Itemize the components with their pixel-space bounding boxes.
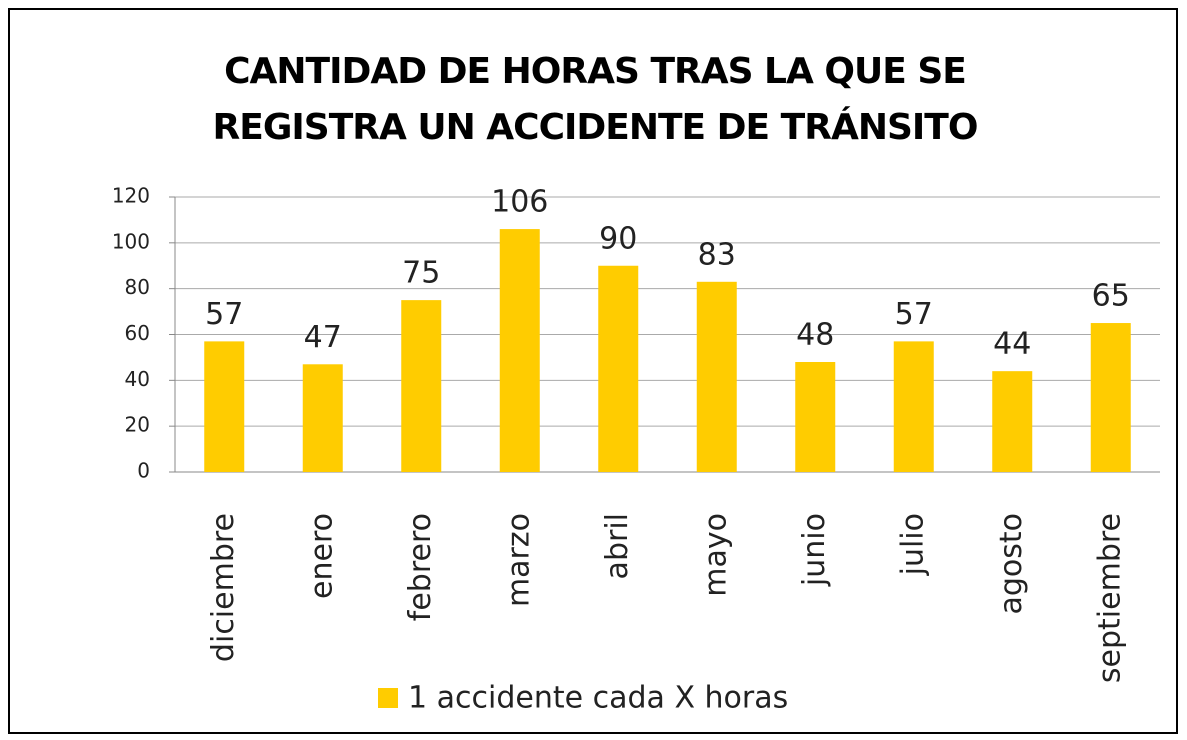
chart-title: CANTIDAD DE HORAS TRAS LA QUE SE REGISTR…	[212, 51, 979, 148]
bar	[1090, 323, 1131, 472]
bar	[795, 362, 836, 472]
x-tick-label: febrero	[403, 513, 438, 621]
bar	[499, 229, 540, 472]
y-tick-label: 0	[137, 459, 150, 483]
x-tick-label: diciembre	[206, 513, 241, 662]
bar	[893, 341, 934, 472]
x-tick-label: junio	[797, 513, 832, 587]
x-tick-label: agosto	[994, 513, 1029, 615]
bar	[696, 281, 737, 472]
y-tick-label: 40	[125, 367, 150, 391]
y-tick-label: 120	[112, 184, 150, 208]
x-tick-label: septiembre	[1092, 513, 1127, 683]
data-label: 48	[796, 318, 834, 353]
legend-swatch	[378, 688, 398, 708]
data-label: 75	[402, 256, 440, 291]
data-label: 47	[304, 320, 342, 355]
x-tick-label: mayo	[698, 513, 733, 597]
x-tick-label: enero	[304, 513, 339, 599]
y-tick-label: 100	[112, 229, 150, 253]
legend-label: 1 accidente cada X horas	[408, 681, 788, 716]
data-label: 57	[895, 297, 933, 332]
bar	[204, 341, 245, 472]
data-label: 83	[698, 237, 736, 272]
data-label: 57	[205, 297, 243, 332]
chart-frame	[8, 8, 1178, 734]
data-label: 90	[599, 221, 637, 256]
x-tick-label: abril	[600, 513, 635, 579]
y-tick-label: 20	[125, 413, 150, 437]
data-label: 65	[1092, 279, 1130, 314]
bar	[598, 265, 639, 472]
x-tick-label: julio	[895, 513, 930, 576]
bar	[302, 364, 343, 472]
y-tick-label: 80	[125, 275, 150, 299]
bar	[401, 300, 442, 472]
x-tick-label: marzo	[501, 513, 536, 607]
data-label: 44	[993, 327, 1031, 362]
bar	[992, 371, 1033, 472]
data-label: 106	[491, 185, 548, 220]
y-tick-label: 60	[125, 321, 150, 345]
